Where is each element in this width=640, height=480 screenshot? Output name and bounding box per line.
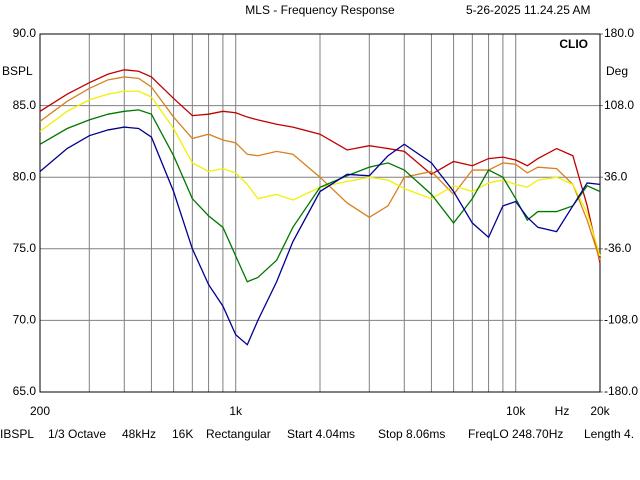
chart-title: MLS - Frequency Response — [245, 3, 395, 17]
x-tick-label: 1k — [229, 404, 243, 418]
y-tick-label: 80.0 — [13, 169, 37, 183]
y2-tick-label: 108.0 — [604, 98, 634, 112]
y-tick-label: 65.0 — [13, 384, 37, 398]
response-curve — [39, 69, 601, 264]
footer-info: Stop 8.06ms — [378, 427, 445, 441]
timestamp: 5-26-2025 11.24.25 AM — [466, 3, 591, 17]
footer-info: FreqLO 248.70Hz — [468, 427, 563, 441]
y2-axis-label: Deg — [606, 64, 628, 78]
y-tick-label: 70.0 — [13, 313, 37, 327]
plot-frame — [39, 33, 601, 393]
footer-info: Start 4.04ms — [287, 427, 355, 441]
footer-info: Length 4. — [584, 427, 634, 441]
y2-tick-label: -108.0 — [604, 313, 638, 327]
footer-info: IBSPL — [0, 427, 34, 441]
response-curve — [39, 76, 601, 261]
x-tick-label: 200 — [30, 404, 50, 418]
footer-info: 48kHz — [122, 427, 156, 441]
brand: CLIO — [559, 37, 588, 51]
y-axis-label: BSPL — [2, 64, 33, 78]
y-tick-label: 75.0 — [13, 241, 37, 255]
y2-tick-label: -180.0 — [604, 384, 638, 398]
y-tick-label: 85.0 — [13, 98, 37, 112]
y2-tick-label: 180.0 — [604, 26, 634, 40]
y-tick-label: 90.0 — [13, 26, 37, 40]
y2-tick-label: -36.0 — [604, 241, 632, 255]
x-tick-label: 20k — [590, 404, 610, 418]
footer-info: Rectangular — [206, 427, 271, 441]
x-tick-label: 10k — [506, 404, 526, 418]
footer-info: 16K — [172, 427, 193, 441]
footer-info: 1/3 Octave — [48, 427, 106, 441]
x-unit: Hz — [555, 404, 570, 418]
response-curve — [39, 126, 601, 346]
y2-tick-label: 36.0 — [604, 169, 628, 183]
